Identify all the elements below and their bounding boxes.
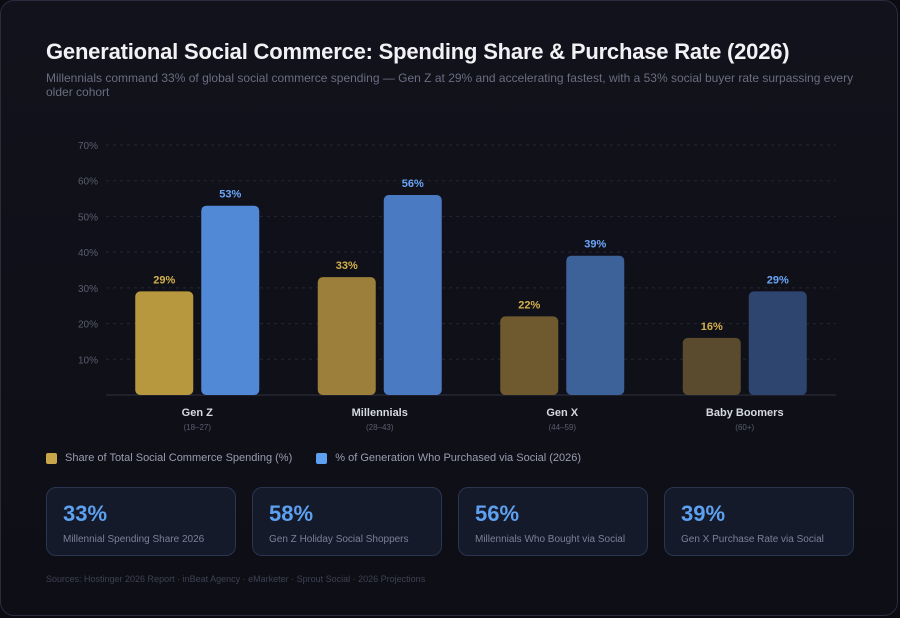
data-label: 29%: [153, 274, 175, 286]
y-tick-label: 70%: [78, 141, 98, 152]
bar-chart: 10% 20% 30% 40% 50% 60% 70% 29% 53% Gen Z (18–27) 3…: [78, 141, 836, 432]
chart-subtitle: Millennials command 33% of global social…: [46, 71, 854, 99]
stat-value: 33%: [63, 501, 108, 526]
chart-title: Generational Social Commerce: Spending S…: [46, 39, 790, 64]
x-tick-label: Millennials: [352, 407, 408, 419]
stat-value: 58%: [269, 501, 314, 526]
legend-swatch-spending: [46, 452, 57, 464]
data-label: 33%: [336, 260, 358, 272]
legend: Share of Total Social Commerce Spending …: [46, 452, 605, 464]
x-tick-label: Gen Z: [182, 407, 213, 419]
legend-label-purchase-rate: % of Generation Who Purchased via Social…: [335, 452, 582, 464]
legend-item-spending: Share of Total Social Commerce Spending …: [46, 452, 292, 464]
stat-value: 39%: [681, 501, 726, 526]
data-label: 29%: [767, 274, 789, 286]
bar-spending-share: [500, 316, 559, 395]
y-tick-label: 30%: [78, 284, 98, 295]
stat-label: Millennial Spending Share 2026: [63, 534, 205, 545]
bar-purchase-rate: [748, 291, 807, 395]
x-tick-label: Gen X: [546, 407, 578, 419]
data-label: 16%: [701, 321, 723, 333]
data-label: 39%: [584, 239, 606, 251]
y-tick-label: 60%: [78, 177, 98, 188]
data-label: 53%: [219, 189, 241, 201]
legend-label-spending: Share of Total Social Commerce Spending …: [65, 452, 293, 464]
bar-purchase-rate: [201, 205, 260, 395]
x-tick-label: Baby Boomers: [706, 407, 784, 419]
x-tick-sublabel: (18–27): [183, 423, 211, 432]
stat-card-genz-holiday: 58% Gen Z Holiday Social Shoppers: [252, 487, 442, 556]
stat-label: Gen X Purchase Rate via Social: [681, 534, 824, 545]
bar-spending-share: [317, 277, 376, 395]
stat-label: Gen Z Holiday Social Shoppers: [269, 534, 409, 545]
bar-spending-share: [135, 291, 194, 395]
bar-spending-share: [682, 337, 741, 395]
y-tick-label: 40%: [78, 248, 98, 259]
bar-purchase-rate: [383, 195, 442, 395]
bar-purchase-rate: [566, 255, 625, 395]
x-tick-sublabel: (60+): [735, 423, 754, 432]
x-tick-sublabel: (44–59): [548, 423, 576, 432]
sources-footnote: Sources: Hostinger 2026 Report · inBeat …: [46, 574, 426, 584]
y-tick-label: 50%: [78, 212, 98, 223]
data-label: 22%: [518, 299, 540, 311]
legend-swatch-purchase-rate: [316, 452, 328, 464]
data-label: 56%: [402, 178, 424, 190]
stat-card-millennials-bought: 56% Millennials Who Bought via Social: [458, 487, 648, 556]
y-tick-label: 10%: [78, 355, 98, 366]
y-tick-label: 20%: [78, 320, 98, 331]
stat-label: Millennials Who Bought via Social: [475, 534, 626, 545]
legend-item-purchase-rate: % of Generation Who Purchased via Social…: [316, 452, 581, 464]
stat-cards: 33% Millennial Spending Share 2026 58% G…: [46, 487, 870, 556]
stat-value: 56%: [475, 501, 520, 526]
stat-card-millennial-spending: 33% Millennial Spending Share 2026: [46, 487, 236, 556]
stat-card-genx-rate: 39% Gen X Purchase Rate via Social: [664, 487, 854, 556]
x-tick-sublabel: (28–43): [366, 423, 394, 432]
